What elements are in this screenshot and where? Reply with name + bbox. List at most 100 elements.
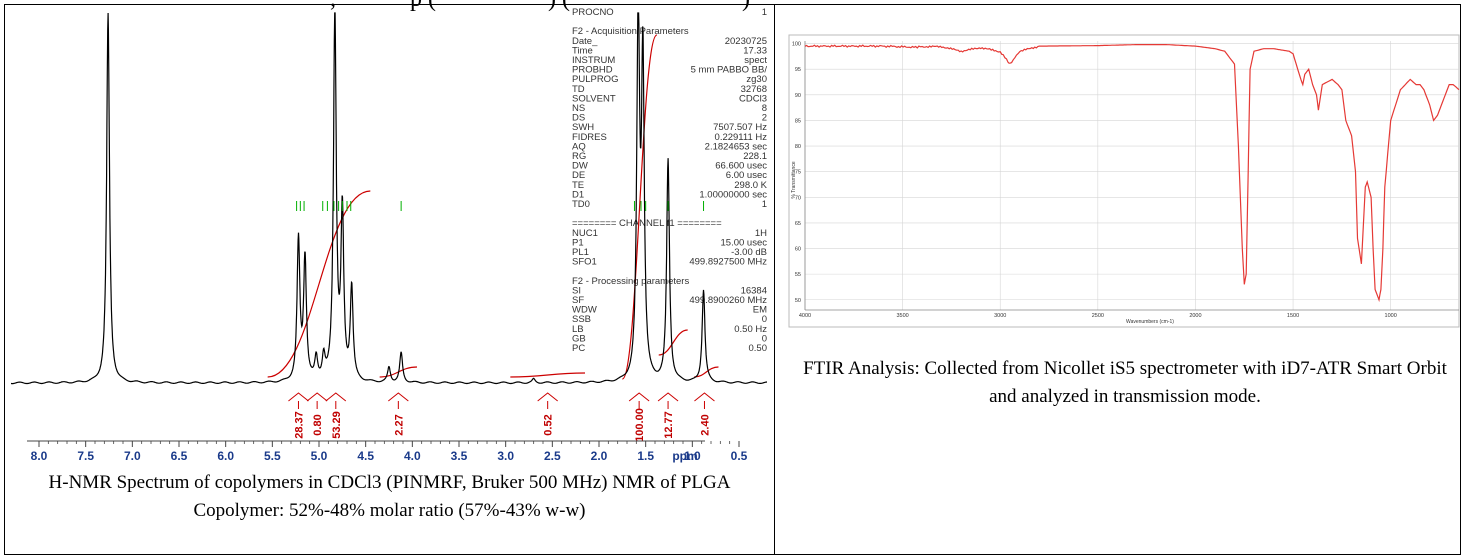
param-key: SF — [572, 295, 584, 306]
param-value: spect — [744, 55, 767, 66]
integral-value: 100.00 — [634, 408, 646, 442]
param-value: 499.8927500 MHz — [689, 257, 767, 268]
param-value: 499.8900260 MHz — [689, 295, 767, 306]
param-value: 8 — [762, 103, 767, 114]
param-value: 1 — [762, 199, 767, 210]
param-key: PC — [572, 343, 585, 354]
ftir-xtick-label: 3000 — [994, 313, 1006, 319]
param-key: SI — [572, 285, 581, 296]
param-key: NUC1 — [572, 228, 598, 239]
ftir-xtick-label: 4000 — [799, 313, 811, 319]
param-key: FIDRES — [572, 132, 607, 143]
param-value: 0.50 Hz — [734, 324, 767, 335]
ftir-ytick-label: 70 — [795, 195, 801, 201]
integral-value: 28.37 — [293, 411, 305, 439]
ftir-ytick-label: 50 — [795, 298, 801, 304]
param-value: 20230725 — [725, 36, 767, 47]
param-key: WDW — [572, 305, 597, 316]
param-key: TD — [572, 84, 585, 95]
param-value: 17.33 — [743, 45, 767, 56]
param-key: NS — [572, 103, 585, 114]
param-value: 1H — [755, 228, 767, 239]
param-key: PROCNO — [572, 7, 614, 18]
ppm-tick-label: 0.5 — [731, 449, 748, 463]
ftir-ytick-label: 95 — [795, 67, 801, 73]
param-key: D1 — [572, 189, 584, 200]
ftir-xtick-label: 3500 — [896, 313, 908, 319]
param-value: 298.0 K — [734, 180, 767, 191]
integral-value: 53.29 — [331, 411, 343, 439]
ftir-ytick-label: 100 — [792, 42, 801, 48]
param-value: 5 mm PABBO BB/ — [691, 65, 768, 76]
param-key: F2 - Processing parameters — [572, 276, 689, 287]
nmr-cell: PROCNO 1 F2 - Acquisition Parameters Date_ 2… — [5, 5, 774, 554]
param-key: GB — [572, 333, 586, 344]
param-key: TE — [572, 180, 584, 191]
param-value: 15.00 usec — [721, 237, 768, 248]
param-key: DW — [572, 161, 588, 172]
param-key: TD0 — [572, 199, 590, 210]
param-value: zg30 — [746, 74, 767, 85]
figure-table: PROCNO 1 F2 - Acquisition Parameters Date_ 2… — [4, 4, 1461, 555]
param-key: F2 - Acquisition Parameters — [572, 26, 689, 37]
param-value: CDCl3 — [739, 93, 767, 104]
param-key: DE — [572, 170, 585, 181]
param-value: 228.1 — [743, 151, 767, 162]
integral-bracket — [657, 392, 679, 402]
param-key: P1 — [572, 237, 584, 248]
ftir-xtick-label: 2500 — [1092, 313, 1104, 319]
ftir-xtick-label: 1000 — [1385, 313, 1397, 319]
top-fragment: ) — [742, 0, 750, 13]
ftir-ytick-label: 55 — [795, 272, 801, 278]
integral-bracket — [325, 392, 347, 402]
ftir-ytick-label: 80 — [795, 144, 801, 150]
param-key: SSB — [572, 314, 591, 325]
top-fragment: p ( — [410, 0, 436, 13]
param-key: Date_ — [572, 36, 598, 47]
param-key: PULPROG — [572, 74, 618, 85]
param-key: ======== CHANNEL f1 ======== — [572, 218, 722, 229]
param-value: 32768 — [741, 84, 767, 95]
integral-curve — [658, 329, 688, 356]
ppm-tick-label: 3.5 — [451, 449, 468, 463]
param-key: Time — [572, 45, 593, 56]
ftir-xlabel: Wavenumbers (cm-1) — [1126, 319, 1174, 325]
integral-curve — [621, 34, 658, 380]
ppm-tick-label: 2.0 — [591, 449, 608, 463]
ftir-ytick-label: 85 — [795, 118, 801, 124]
integral-curve — [510, 372, 586, 378]
param-key: DS — [572, 113, 585, 124]
integral-bracket — [694, 392, 715, 402]
ftir-ytick-label: 60 — [795, 247, 801, 253]
nmr-trace — [11, 12, 767, 385]
ftir-spectrum-chart: 4000 3500 3000 2500 2000 1500 1000 100 95 90 85 80… — [788, 34, 1460, 328]
param-key: LB — [572, 324, 584, 335]
param-value: 2 — [762, 113, 767, 124]
param-key: SWH — [572, 122, 594, 133]
ftir-ylabel: % Transmittance — [791, 161, 797, 198]
ppm-unit-label: ppm — [672, 449, 697, 463]
param-value: 1.00000000 sec — [699, 189, 767, 200]
ftir-ytick-label: 75 — [795, 170, 801, 176]
integral-value: 0.80 — [312, 414, 324, 435]
param-value: 0.50 — [749, 343, 768, 354]
param-key: SOLVENT — [572, 93, 616, 104]
ppm-tick-label: 7.0 — [124, 449, 141, 463]
ftir-trace — [804, 44, 1460, 303]
param-key: SFO1 — [572, 257, 597, 268]
param-value: 0 — [762, 314, 767, 325]
ppm-tick-label: 1.0 — [684, 449, 701, 463]
integral-value: 2.27 — [393, 414, 405, 435]
ppm-tick-label: 8.0 — [31, 449, 48, 463]
integral-value: 12.77 — [663, 411, 675, 439]
ftir-xtick-label: 1500 — [1287, 313, 1299, 319]
ftir-frame — [788, 34, 1460, 328]
ppm-tick-label: 4.5 — [357, 449, 374, 463]
param-key: PL1 — [572, 247, 589, 258]
param-value: 66.600 usec — [715, 161, 767, 172]
param-value: 7507.507 Hz — [713, 122, 767, 133]
param-value: EM — [753, 305, 767, 316]
ppm-tick-label: 4.0 — [404, 449, 421, 463]
